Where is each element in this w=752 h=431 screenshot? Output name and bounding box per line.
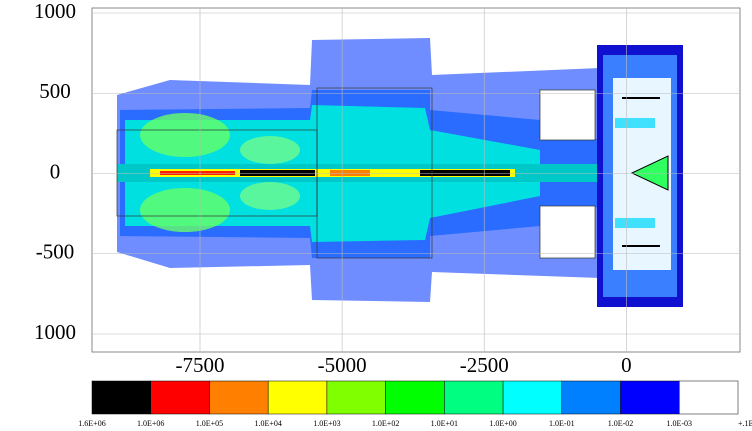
colorbar-label: 1.0E+00 <box>489 419 516 428</box>
colorbar-label: 1.0E+05 <box>196 419 223 428</box>
x-tick-label: 0 <box>621 353 632 377</box>
colorbar-label: 1.6E+06 <box>78 419 105 428</box>
colorbar-swatch <box>150 380 210 415</box>
x-tick-label: -7500 <box>176 353 225 377</box>
colorbar-label: 1.0E+03 <box>313 419 340 428</box>
x-tick-label: -2500 <box>460 353 509 377</box>
colorbar-swatch <box>679 380 739 415</box>
detector-bar <box>615 118 655 128</box>
y-tick-label: -500 <box>36 240 75 264</box>
outline <box>316 87 433 259</box>
colorbar-label: +.1E-13 <box>738 419 752 428</box>
y-tick-label: 500 <box>39 79 71 103</box>
beamline-core <box>160 171 235 175</box>
colorbar-label: 1.0E+01 <box>431 419 458 428</box>
plot-frame <box>91 7 741 353</box>
hot-spot <box>140 188 230 232</box>
colorbar-swatch <box>267 380 328 415</box>
y-tick-label: 0 <box>50 159 61 183</box>
x-tick-label: -5000 <box>318 353 367 377</box>
y-tick-label: 1000 <box>34 320 76 344</box>
hot-spot <box>240 136 300 164</box>
colorbar-swatch <box>561 380 621 415</box>
y-tick-label: 1000 <box>34 0 76 23</box>
colorbar-label: 1.0E+06 <box>137 419 164 428</box>
outline <box>539 89 596 141</box>
detector-bar <box>615 218 655 228</box>
colorbar-swatch <box>444 380 504 415</box>
colorbar-swatch <box>620 380 680 415</box>
colorbar-label: 1.0E+04 <box>254 419 281 428</box>
colorbar-swatch <box>502 380 563 415</box>
colorbar-label: 1.0E-01 <box>549 419 575 428</box>
beamline-core <box>240 170 315 176</box>
hot-spot <box>240 182 300 210</box>
colorbar-swatch <box>385 380 445 415</box>
colorbar-swatch <box>209 380 269 415</box>
colorbar-swatch <box>326 380 386 415</box>
heatmap-image <box>116 38 683 307</box>
outline <box>539 205 596 259</box>
colorbar-label: 1.0E+02 <box>372 419 399 428</box>
hot-spot <box>140 113 230 157</box>
beamline-core <box>420 170 510 176</box>
beamline-core <box>330 170 370 176</box>
colorbar-label: 1.0E-03 <box>666 419 692 428</box>
colorbar-swatch <box>91 380 151 415</box>
cone <box>630 155 669 191</box>
colorbar-label: 1.0E-02 <box>608 419 634 428</box>
